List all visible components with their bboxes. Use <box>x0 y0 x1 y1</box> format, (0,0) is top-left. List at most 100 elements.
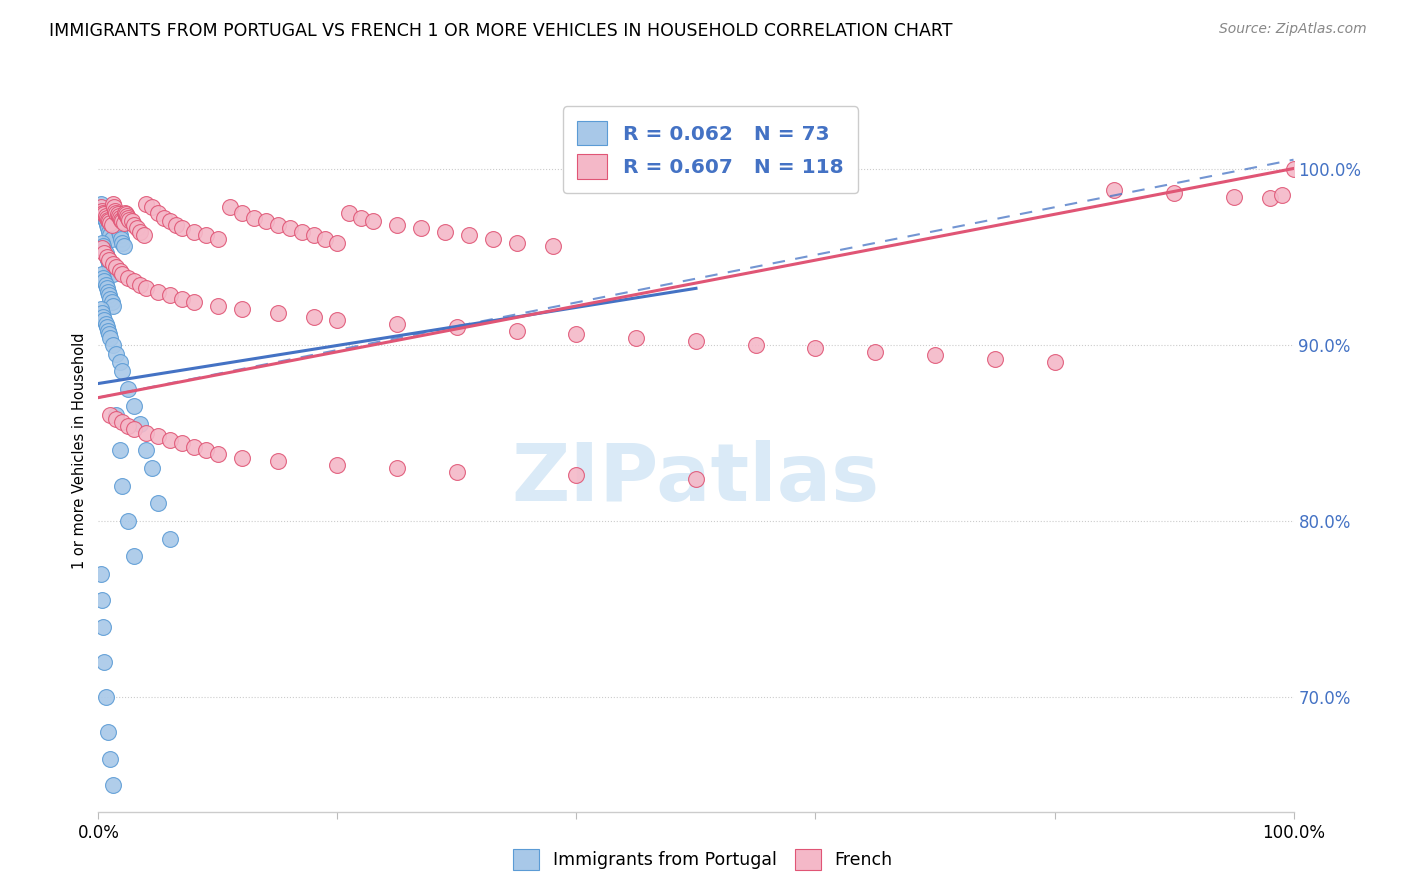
Point <box>124 400 146 414</box>
Point <box>183 295 205 310</box>
Point <box>350 211 373 225</box>
Point <box>148 496 170 510</box>
Point <box>172 436 194 450</box>
Point <box>100 218 122 232</box>
Point <box>117 382 139 396</box>
Point <box>183 225 205 239</box>
Point <box>458 228 481 243</box>
Point <box>91 241 114 255</box>
Point <box>129 417 152 431</box>
Text: Source: ZipAtlas.com: Source: ZipAtlas.com <box>1219 22 1367 37</box>
Point <box>115 209 138 223</box>
Point <box>339 205 361 219</box>
Point <box>111 415 134 429</box>
Point <box>110 232 132 246</box>
Point <box>219 200 242 214</box>
Point <box>91 310 114 324</box>
Y-axis label: 1 or more Vehicles in Household: 1 or more Vehicles in Household <box>72 332 87 569</box>
Text: ZIPatlas: ZIPatlas <box>512 441 880 518</box>
Point <box>97 285 120 299</box>
Point <box>117 211 139 225</box>
Point <box>148 429 170 443</box>
Point <box>112 216 135 230</box>
Point <box>124 549 146 564</box>
Point <box>302 310 325 324</box>
Point <box>132 228 155 243</box>
Point <box>91 203 114 218</box>
Point <box>1271 188 1294 202</box>
Point <box>254 214 277 228</box>
Point <box>111 364 134 378</box>
Point <box>108 355 131 369</box>
Point <box>326 313 349 327</box>
Point <box>103 211 125 225</box>
Point <box>685 472 707 486</box>
Point <box>98 216 122 230</box>
Point <box>172 292 194 306</box>
Point <box>108 211 131 225</box>
Point <box>98 331 122 345</box>
Point <box>107 207 129 221</box>
Point <box>105 411 128 425</box>
Point <box>565 327 588 342</box>
Point <box>685 334 707 349</box>
Point <box>91 235 114 250</box>
Point <box>135 443 157 458</box>
Point <box>94 214 117 228</box>
Point <box>159 214 181 228</box>
Point <box>93 246 115 260</box>
Point <box>96 250 118 264</box>
Point <box>98 225 121 239</box>
Point <box>135 425 157 440</box>
Point <box>97 212 120 227</box>
Point <box>94 690 117 705</box>
Point <box>195 443 218 458</box>
Point <box>129 277 152 292</box>
Point <box>96 250 118 264</box>
Point <box>100 295 122 310</box>
Point <box>267 218 290 232</box>
Point <box>195 228 218 243</box>
Point <box>108 263 131 277</box>
Point <box>98 288 121 302</box>
Point <box>446 320 468 334</box>
Point <box>93 243 115 257</box>
Point <box>103 200 125 214</box>
Point <box>124 422 146 436</box>
Point <box>101 196 124 211</box>
Point <box>111 235 134 250</box>
Point <box>108 228 131 243</box>
Point <box>90 200 112 214</box>
Point <box>1258 191 1281 205</box>
Point <box>101 778 124 792</box>
Point <box>924 348 946 362</box>
Point <box>91 203 114 218</box>
Point <box>98 752 122 766</box>
Point <box>98 257 121 271</box>
Point <box>141 461 163 475</box>
Point <box>91 593 114 607</box>
Point <box>112 239 135 253</box>
Point <box>446 465 468 479</box>
Point <box>231 450 253 465</box>
Point <box>115 207 138 221</box>
Point <box>1282 161 1305 176</box>
Point <box>302 228 325 243</box>
Point <box>101 299 124 313</box>
Point <box>105 205 128 219</box>
Point <box>98 408 122 422</box>
Text: IMMIGRANTS FROM PORTUGAL VS FRENCH 1 OR MORE VEHICLES IN HOUSEHOLD CORRELATION C: IMMIGRANTS FROM PORTUGAL VS FRENCH 1 OR … <box>49 22 953 40</box>
Point <box>865 344 887 359</box>
Point <box>1104 183 1126 197</box>
Point <box>385 461 409 475</box>
Point <box>91 267 114 281</box>
Point <box>117 418 139 433</box>
Point <box>315 232 337 246</box>
Point <box>91 207 114 221</box>
Point <box>96 211 118 225</box>
Point <box>94 246 117 260</box>
Point <box>172 221 194 235</box>
Point <box>434 225 457 239</box>
Point <box>98 253 121 268</box>
Point <box>207 299 229 313</box>
